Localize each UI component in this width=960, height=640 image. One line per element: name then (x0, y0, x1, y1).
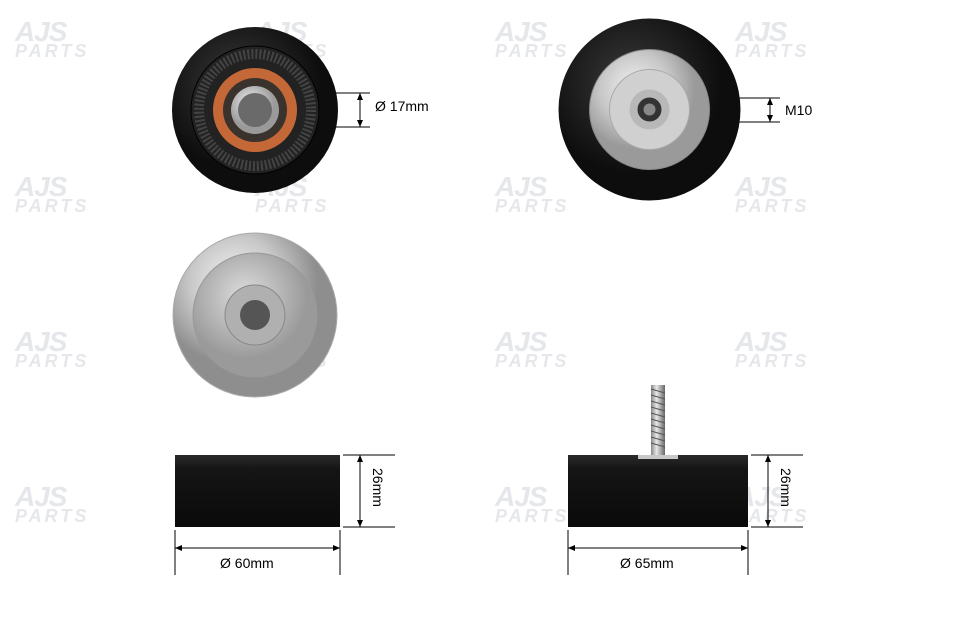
label-height-26-right: 26mm (778, 468, 794, 507)
pulley-bolt (648, 385, 668, 457)
watermark-logo: AJSPARTS (15, 175, 89, 214)
label-height-26-left: 26mm (370, 468, 386, 507)
pulley-side-profile-left (175, 455, 340, 527)
label-bore-diameter: Ø 17mm (375, 98, 429, 114)
watermark-logo: AJSPARTS (15, 20, 89, 59)
pulley-front-bearing (170, 25, 340, 195)
watermark-logo: AJSPARTS (15, 330, 89, 369)
label-width-60: Ø 60mm (220, 555, 274, 571)
pulley-back-plate (557, 17, 742, 202)
dimension-lines (0, 0, 960, 640)
label-width-65: Ø 65mm (620, 555, 674, 571)
watermark-logo: AJSPARTS (735, 175, 809, 214)
metal-disc (170, 230, 340, 400)
label-thread-size: M10 (785, 102, 812, 118)
watermark-logo: AJSPARTS (495, 485, 569, 524)
watermark-logo: AJSPARTS (735, 20, 809, 59)
watermark-logo: AJSPARTS (735, 330, 809, 369)
diagram-container: AJSPARTS AJSPARTS AJSPARTS AJSPARTS AJSPARTS… (0, 0, 960, 640)
watermark-logo: AJSPARTS (15, 485, 89, 524)
watermark-logo: AJSPARTS (495, 330, 569, 369)
pulley-side-profile-right (568, 455, 748, 527)
